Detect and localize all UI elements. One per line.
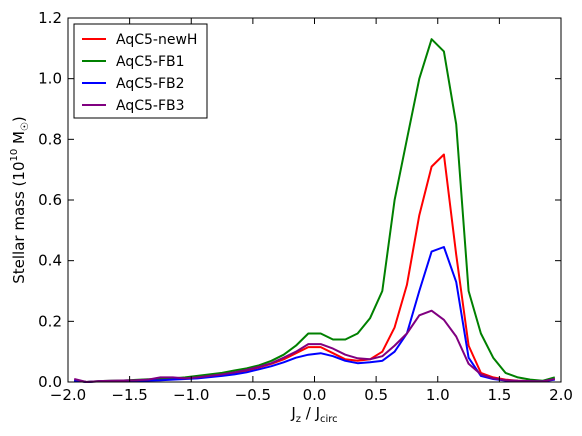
x-axis-label-main: J (290, 404, 295, 422)
series-line-aqc5-fb2 (74, 246, 555, 383)
legend-label: AqC5-FB1 (116, 54, 185, 70)
x-tick-label: −2.0 (50, 386, 86, 404)
x-tick-label: −0.5 (235, 386, 271, 404)
x-tick-label: 0.5 (364, 386, 388, 404)
y-axis-label-sup: 10 (9, 149, 20, 162)
y-axis-label-mid: M (10, 131, 28, 149)
legend: AqC5-newH AqC5-FB1 AqC5-FB2 AqC5-FB3 (73, 23, 208, 119)
x-tick-label: 1.0 (426, 386, 450, 404)
y-tick-label: 1.0 (38, 70, 62, 88)
y-axis-label-end: ) (10, 116, 28, 122)
x-tick-label: 0.0 (303, 386, 327, 404)
y-tick-label: 0.6 (38, 191, 62, 209)
x-axis-label-sub2: circ (320, 414, 338, 425)
x-tick-label: 1.5 (487, 386, 511, 404)
x-tick-label: 2.0 (549, 386, 573, 404)
legend-label: AqC5-FB2 (116, 76, 185, 92)
y-tick-label: 0.4 (38, 252, 62, 270)
series-line-aqc5-newh (74, 153, 555, 383)
y-tick-label: 1.2 (38, 9, 62, 27)
y-axis-label-main: Stellar mass (10 (10, 162, 28, 284)
x-tick-label: −1.0 (173, 386, 209, 404)
x-axis-label: Jz / Jcirc (290, 404, 337, 425)
x-axis-label-sub1: z (296, 414, 301, 425)
x-axis-label-mid: / J (301, 404, 320, 422)
y-axis-label-sub: ☉ (20, 122, 31, 131)
y-tick-label: 0.2 (38, 312, 62, 330)
y-tick-label: 0.0 (38, 373, 62, 391)
legend-label: AqC5-FB3 (116, 98, 185, 114)
series-layer (73, 38, 556, 383)
y-axis-label: Stellar mass (1010 M☉) (9, 116, 31, 284)
x-tick-label: −1.5 (111, 386, 147, 404)
legend-label: AqC5-newH (116, 32, 197, 48)
tick-layer: −2.0 −1.5 −1.0 −0.5 0.0 0.5 1.0 1.5 2.0 0.0 0.2 0.4… (38, 9, 573, 404)
y-tick-label: 0.8 (38, 130, 62, 148)
series-line-aqc5-fb3 (73, 309, 555, 383)
